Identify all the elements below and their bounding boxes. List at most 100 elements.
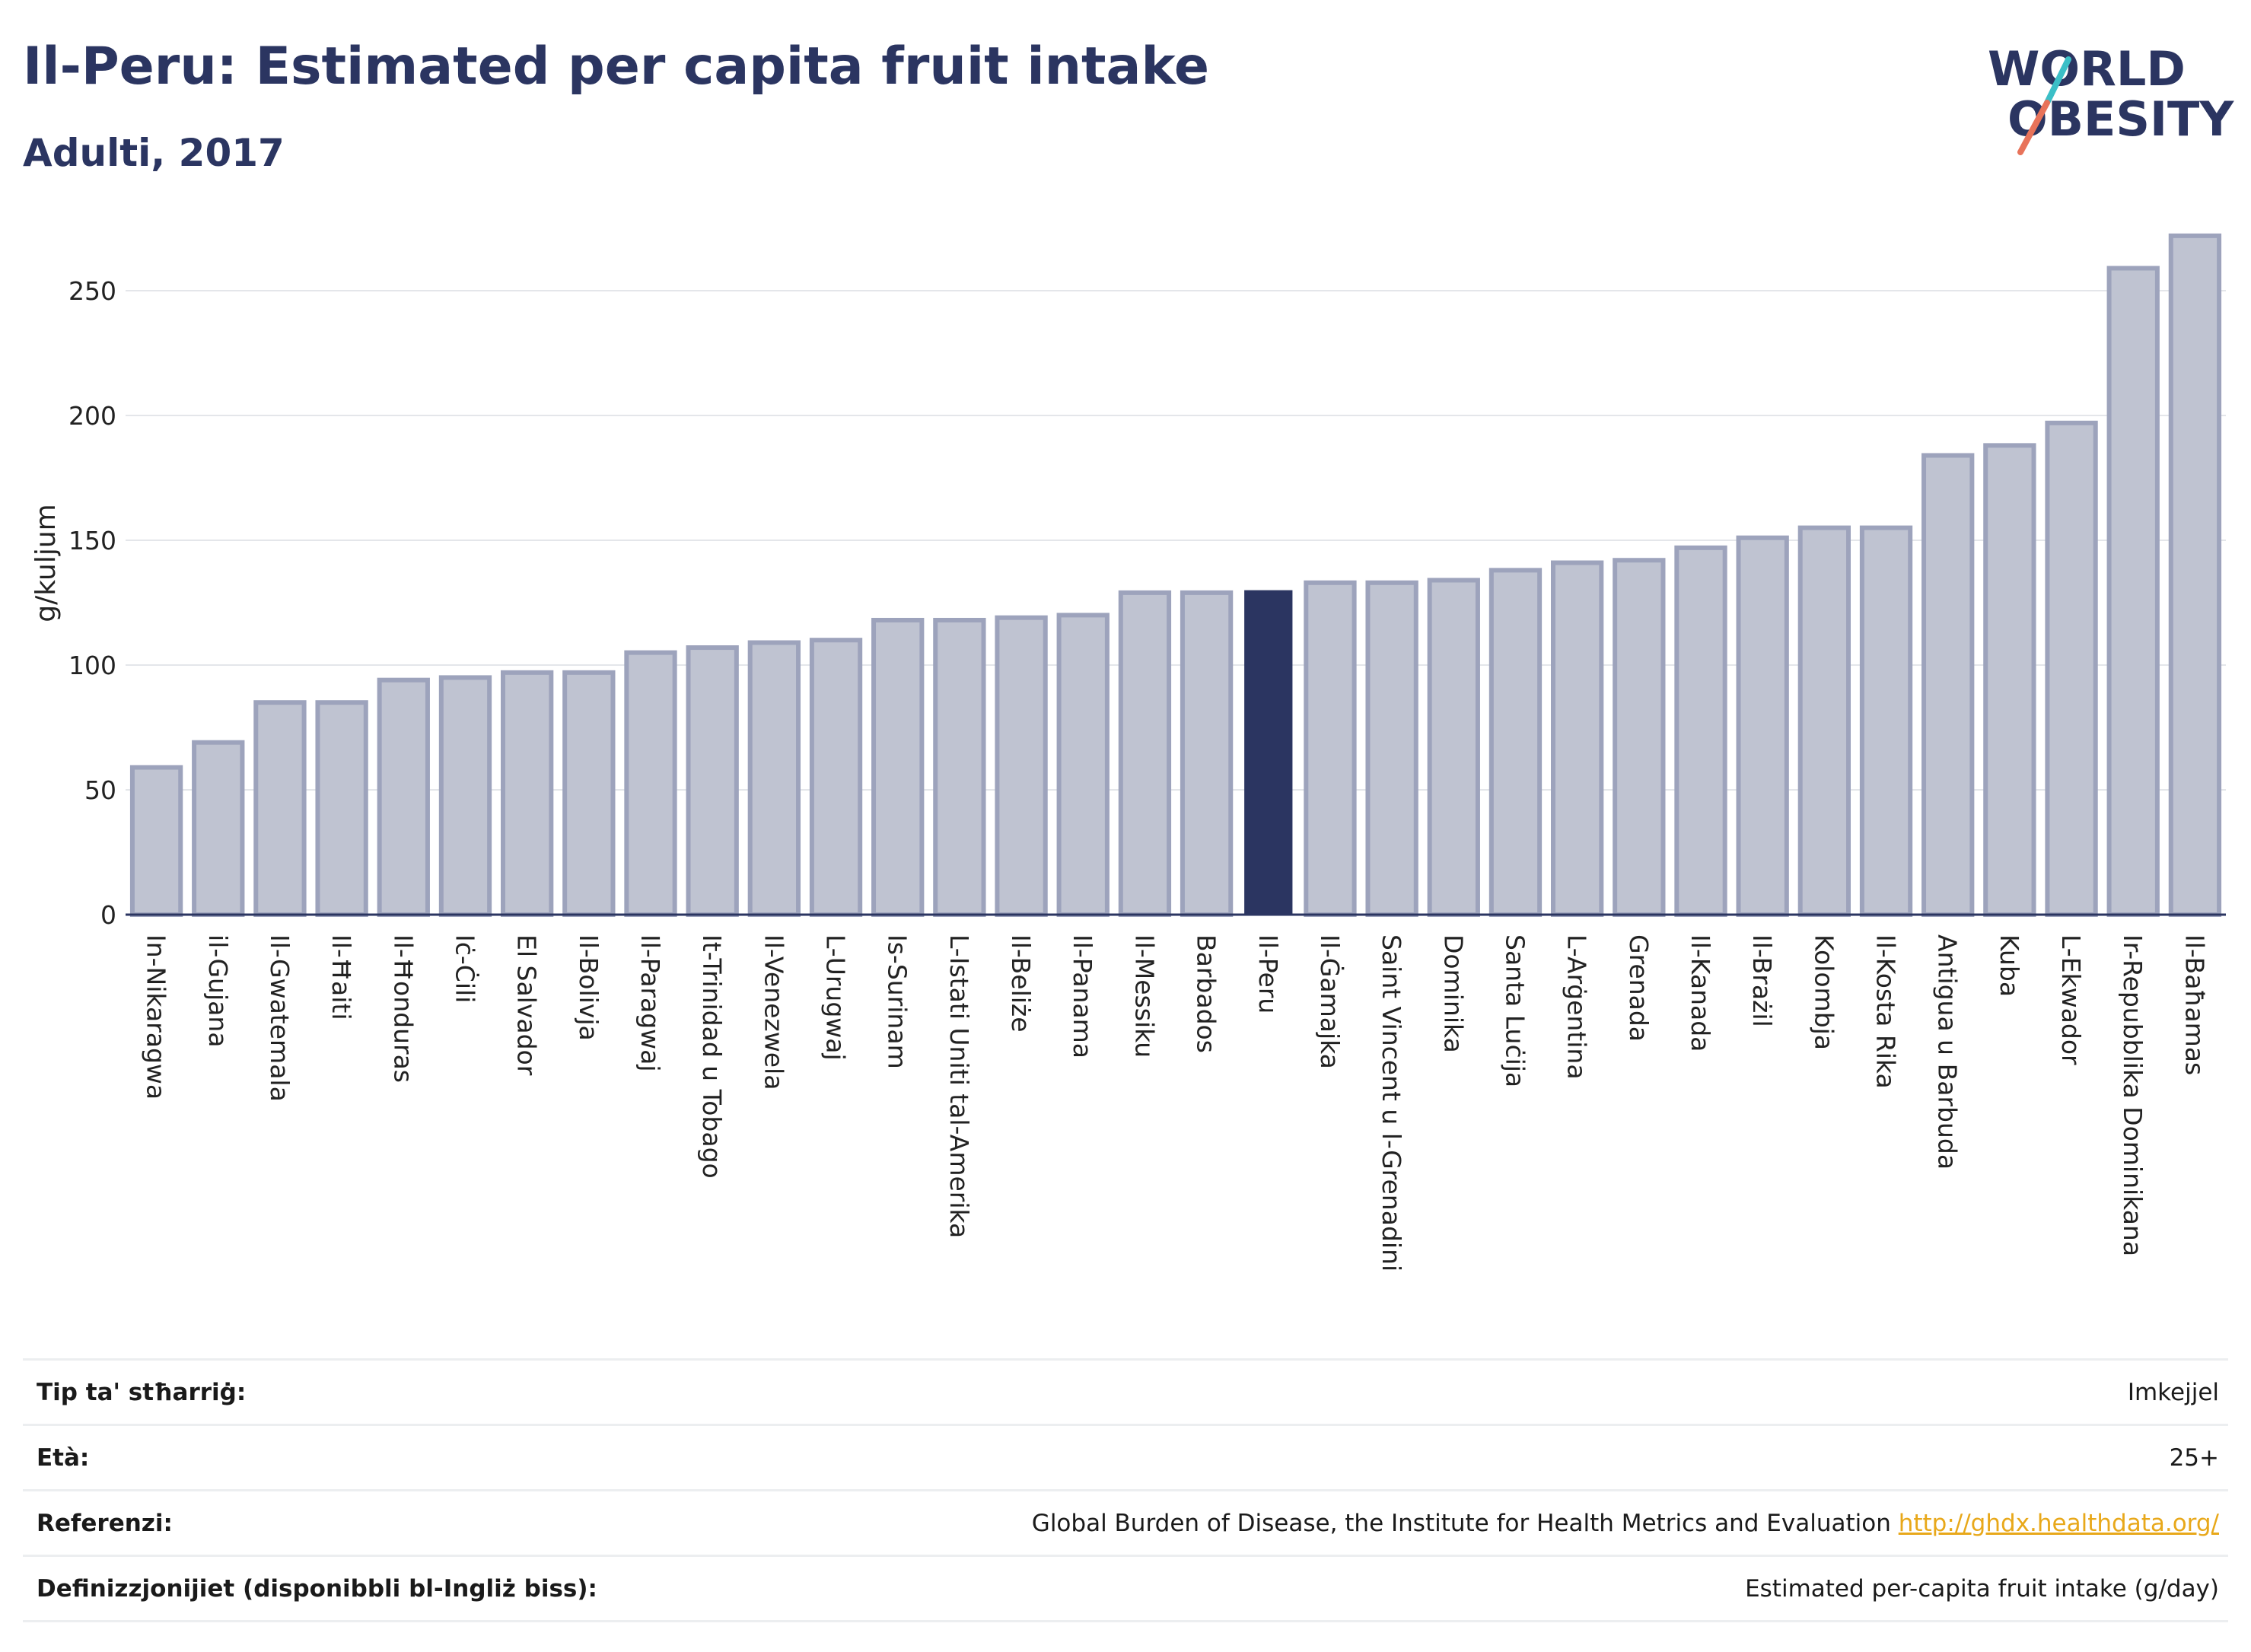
reference-link[interactable]: http://ghdx.healthdata.org/ (1898, 1509, 2219, 1537)
y-tick-label: 100 (68, 651, 116, 680)
bar-19[interactable] (1244, 590, 1293, 915)
bar-7[interactable] (500, 670, 554, 918)
bar-2[interactable] (192, 740, 245, 917)
x-tick-label: Kuba (1995, 934, 2024, 997)
bar-32[interactable] (2045, 420, 2098, 917)
x-tick-label: il-Gujana (203, 934, 233, 1047)
x-tick-label: Il-Brażil (1747, 934, 1777, 1027)
meta-value: 25+ (2169, 1444, 2219, 1472)
x-tick-label: L-Istati Uniti tal-Amerika (944, 934, 974, 1238)
y-axis-label: g/kuljum (30, 504, 62, 622)
x-tick-label: Is-Surinam (883, 934, 912, 1069)
x-tick-label: Kolombja (1809, 934, 1839, 1050)
bar-26[interactable] (1674, 545, 1727, 918)
bar-34[interactable] (2168, 233, 2222, 917)
metadata-table: Tip ta' stħarriġ: Imkejjel Età: 25+ Refe… (23, 1358, 2228, 1622)
meta-row-definitions: Definizzjonijiet (disponibbli bl-Ingliż … (23, 1555, 2228, 1622)
bar-9[interactable] (624, 650, 677, 917)
x-tick-label: El Salvador (512, 934, 542, 1076)
bar-16[interactable] (1056, 613, 1110, 918)
x-tick-label: Il-Venezwela (759, 934, 788, 1090)
bar-4[interactable] (315, 700, 368, 917)
bar-21[interactable] (1365, 580, 1418, 917)
bar-28[interactable] (1797, 525, 1851, 917)
x-tick-label: In-Nikaragwa (142, 934, 171, 1100)
bar-20[interactable] (1304, 580, 1357, 917)
x-tick-label: Il-Beliże (1006, 934, 1036, 1033)
meta-row-survey-type: Tip ta' stħarriġ: Imkejjel (23, 1358, 2228, 1424)
y-tick-label: 0 (100, 900, 116, 930)
x-tick-label: Il-Messiku (1129, 934, 1159, 1058)
meta-label: Referenzi: (37, 1509, 173, 1537)
x-tick-label: Antigua u Barbuda (1933, 934, 1963, 1170)
bar-15[interactable] (995, 615, 1048, 917)
bar-29[interactable] (1859, 525, 1913, 917)
bar-33[interactable] (2106, 266, 2160, 918)
bar-6[interactable] (438, 675, 492, 918)
bar-22[interactable] (1427, 578, 1480, 917)
bar-30[interactable] (1921, 453, 1975, 917)
logo-line1: WORLD (1988, 41, 2186, 97)
bar-14[interactable] (933, 617, 986, 918)
y-tick-label: 200 (68, 401, 116, 431)
meta-row-references: Referenzi: Global Burden of Disease, the… (23, 1489, 2228, 1555)
bar-18[interactable] (1180, 590, 1234, 917)
bar-1[interactable] (129, 765, 183, 917)
axes: 0 50 100 150 200 250 (68, 276, 2226, 930)
x-tick-label: Il-Panama (1068, 934, 1097, 1058)
x-tick-label: Saint Vincent u l-Grenadini (1377, 934, 1406, 1272)
bar-3[interactable] (253, 700, 307, 917)
x-tick-label: Il-Kanada (1686, 934, 1715, 1052)
x-tick-label: Il-Ġamajka (1315, 934, 1345, 1069)
y-tick-label: 50 (84, 775, 116, 805)
x-tick-label: L-Urugwaj (821, 934, 851, 1061)
chart-subtitle: Adulti, 2017 (23, 131, 285, 175)
meta-label: Tip ta' stħarriġ: (37, 1378, 247, 1406)
x-tick-label: Grenada (1624, 934, 1654, 1042)
x-tick-label: L-Ekwador (2056, 934, 2086, 1065)
bars (129, 233, 2222, 918)
category-labels: In-Nikaragwa il-Gujana Il-Gwatemala Il-Ħait… (142, 934, 2210, 1272)
meta-row-age: Età: 25+ (23, 1424, 2228, 1489)
bar-11[interactable] (747, 640, 801, 917)
x-tick-label: Dominika (1438, 934, 1468, 1053)
x-tick-label: Il-Ħaiti (326, 934, 356, 1020)
bar-13[interactable] (871, 617, 925, 918)
x-tick-label: Santa Luċija (1500, 934, 1530, 1087)
bar-10[interactable] (686, 645, 739, 917)
reference-text: Global Burden of Disease, the Institute … (1031, 1509, 1891, 1537)
bar-17[interactable] (1118, 590, 1172, 917)
y-tick-label: 150 (68, 526, 116, 555)
logo-slash-top (2044, 56, 2071, 106)
meta-value: Imkejjel (2127, 1378, 2219, 1406)
x-tick-label: Il-Ħonduras (388, 934, 418, 1083)
x-tick-label: Il-Gwatemala (265, 934, 295, 1102)
chart-title: Il-Peru: Estimated per capita fruit inta… (23, 37, 1209, 97)
meta-value: Estimated per-capita fruit intake (g/day… (1745, 1574, 2219, 1603)
bar-8[interactable] (562, 670, 616, 918)
meta-label: Età: (37, 1444, 90, 1472)
x-tick-label: Il-Kosta Rika (1871, 934, 1901, 1089)
bar-23[interactable] (1488, 568, 1543, 917)
bar-5[interactable] (377, 677, 430, 917)
world-obesity-logo: WORLD OBESITY (1988, 41, 2234, 155)
x-tick-label: It-Trinidad u Tobago (697, 934, 727, 1179)
y-tick-label: 250 (68, 276, 116, 306)
x-tick-label: Barbados (1192, 934, 1221, 1053)
bar-12[interactable] (809, 638, 863, 917)
x-tick-label: Iċ-Ċili (450, 934, 480, 1003)
bar-chart: 0 50 100 150 200 250 In-Nikaragwa il-Gujana Il-… (30, 233, 2226, 1272)
bar-31[interactable] (1983, 443, 2036, 917)
x-tick-label: Il-Bolivja (574, 934, 603, 1041)
meta-value-references: Global Burden of Disease, the Institute … (1032, 1510, 2228, 1537)
bar-25[interactable] (1613, 558, 1666, 917)
x-tick-label: Ir-Repubblika Dominikana (2118, 934, 2148, 1256)
x-tick-label: Il-Peru (1253, 934, 1283, 1014)
x-tick-label: L-Arġentina (1562, 934, 1592, 1080)
x-tick-label: Il-Baħamas (2179, 934, 2209, 1075)
x-tick-label: Il-Paragwaj (635, 934, 665, 1072)
logo-slash-bottom (2017, 100, 2050, 155)
bar-24[interactable] (1550, 560, 1604, 918)
meta-label: Definizzjonijiet (disponibbli bl-Ingliż … (37, 1574, 597, 1603)
bar-27[interactable] (1736, 535, 1789, 917)
